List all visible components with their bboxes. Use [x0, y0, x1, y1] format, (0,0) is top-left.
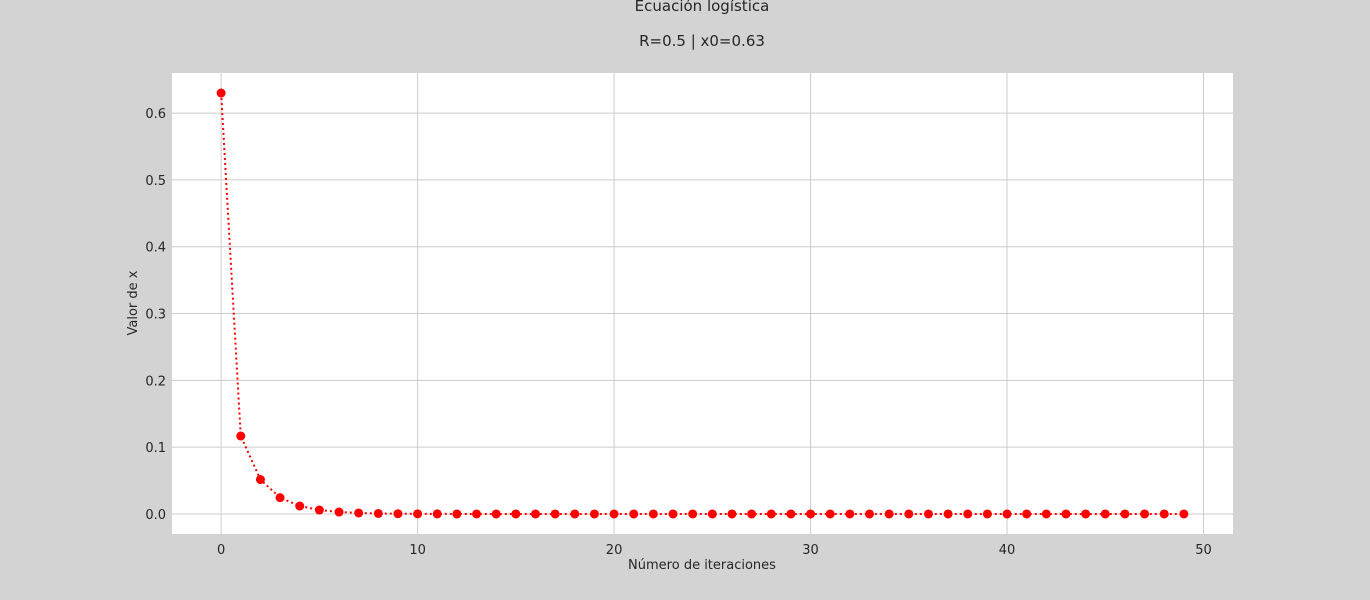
data-point [1061, 509, 1071, 519]
data-point [982, 509, 992, 519]
chart-title: Ecuación logística [635, 0, 770, 15]
data-point [727, 509, 737, 519]
data-point [609, 509, 619, 519]
data-point [413, 509, 423, 519]
data-point [236, 431, 246, 441]
data-point [275, 493, 285, 503]
x-tick-label: 20 [606, 543, 623, 558]
data-point [452, 509, 462, 519]
data-point [1041, 509, 1051, 519]
x-tick-label: 10 [409, 543, 426, 558]
series [216, 88, 1189, 519]
y-tick-label: 0.6 [145, 107, 166, 122]
data-point [1100, 509, 1110, 519]
data-point [786, 509, 796, 519]
x-tick-label: 0 [217, 543, 225, 558]
data-point [1002, 509, 1012, 519]
data-point [707, 509, 717, 519]
y-tick-label: 0.4 [145, 241, 166, 256]
chart-subtitle: R=0.5 | x0=0.63 [639, 32, 765, 50]
y-tick-label: 0.1 [145, 441, 166, 456]
data-point [629, 509, 639, 519]
data-point [1140, 509, 1150, 519]
data-point [963, 509, 973, 519]
grid [172, 73, 1233, 534]
data-point [1179, 509, 1189, 519]
data-point [806, 509, 816, 519]
data-point [747, 509, 757, 519]
data-point [432, 509, 442, 519]
data-point [491, 509, 501, 519]
plot-area [172, 73, 1233, 534]
data-point [216, 88, 226, 98]
data-point [550, 509, 560, 519]
data-point [472, 509, 482, 519]
data-point [255, 475, 265, 485]
data-point [295, 501, 305, 511]
data-point [884, 509, 894, 519]
data-point [1022, 509, 1032, 519]
x-tick-label: 40 [999, 543, 1016, 558]
y-axis-label: Valor de x [126, 270, 141, 335]
data-point [354, 508, 364, 518]
data-point [943, 509, 953, 519]
data-point [668, 509, 678, 519]
data-point [865, 509, 875, 519]
data-point [511, 509, 521, 519]
data-point [904, 509, 914, 519]
data-point [688, 509, 698, 519]
data-point [393, 509, 403, 519]
y-tick-label: 0.5 [145, 174, 166, 189]
data-point [589, 509, 599, 519]
data-point [1159, 509, 1169, 519]
data-point [570, 509, 580, 519]
data-point [314, 505, 324, 515]
x-tick-label: 50 [1195, 543, 1212, 558]
x-axis-label: Número de iteraciones [628, 558, 776, 573]
data-point [825, 509, 835, 519]
data-point [334, 507, 344, 517]
data-point [923, 509, 933, 519]
data-point [845, 509, 855, 519]
x-tick-label: 30 [802, 543, 819, 558]
data-point [373, 508, 383, 518]
y-tick-label: 0.0 [145, 508, 166, 523]
data-point [1081, 509, 1091, 519]
data-point [530, 509, 540, 519]
y-tick-label: 0.3 [145, 308, 166, 323]
data-point [766, 509, 776, 519]
data-point [648, 509, 658, 519]
data-point [1120, 509, 1130, 519]
tick-labels: 0 10 20 30 40 50 0.0 0.1 0.2 0.3 0.4 0.5 0.6 [145, 107, 1211, 558]
y-tick-label: 0.2 [145, 374, 166, 389]
